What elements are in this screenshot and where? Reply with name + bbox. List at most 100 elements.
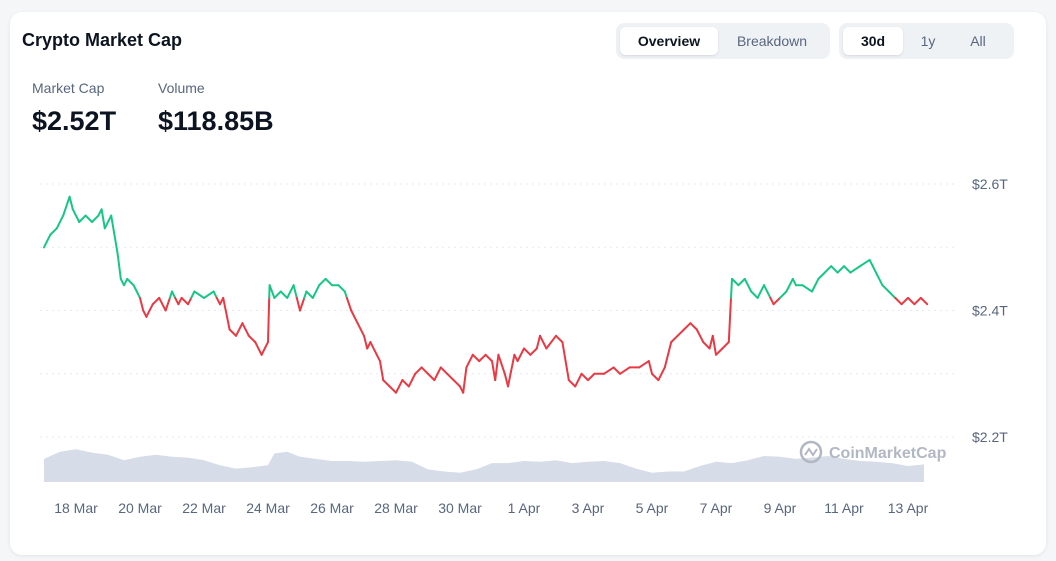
line-segment-up — [193, 290, 205, 299]
line-segment-down — [388, 385, 397, 394]
x-tick-label: 1 Apr — [508, 500, 541, 516]
line-segment-down — [689, 322, 698, 331]
line-segment-down — [529, 347, 538, 356]
line-segment-down — [187, 296, 193, 306]
tab-overview[interactable]: Overview — [620, 27, 718, 55]
range-1y[interactable]: 1y — [920, 33, 936, 49]
volume-label: Volume — [158, 80, 205, 96]
line-segment-up — [823, 265, 833, 274]
line-segment-down — [345, 296, 353, 312]
line-segment-down — [395, 379, 404, 394]
line-segment-down — [478, 353, 487, 363]
x-tick-label: 9 Apr — [764, 500, 797, 516]
line-segment-up — [212, 290, 218, 299]
line-segment-up — [55, 214, 65, 230]
line-segment-up — [43, 233, 52, 249]
line-segment-down — [228, 328, 237, 337]
line-segment-up — [811, 277, 820, 293]
line-segment-down — [235, 322, 244, 337]
line-segment-down — [363, 334, 369, 350]
card-title: Crypto Market Cap — [22, 30, 183, 50]
line-segment-down — [222, 296, 231, 331]
line-segment-up — [843, 265, 852, 274]
line-segment-up — [62, 195, 71, 217]
line-segment-down — [420, 366, 429, 375]
range-30d[interactable]: 30d — [843, 27, 903, 55]
line-segment-down — [900, 296, 909, 306]
x-tick-label: 5 Apr — [636, 500, 669, 516]
line-segment-down — [772, 296, 781, 306]
x-tick-label: 13 Apr — [888, 500, 929, 516]
line-segment-up — [830, 265, 839, 274]
line-segment-up — [785, 277, 794, 293]
line-segment-up — [730, 277, 733, 299]
line-segment-up — [305, 290, 314, 299]
line-segment-down — [555, 334, 564, 344]
tab-breakdown[interactable]: Breakdown — [736, 33, 808, 49]
line-segment-down — [651, 372, 660, 382]
range-all[interactable]: All — [970, 33, 986, 49]
line-segment-down — [494, 353, 500, 382]
line-segment-up — [875, 271, 884, 287]
x-tick-label: 28 Mar — [374, 500, 418, 516]
line-segment-down — [727, 296, 732, 344]
line-segment-down — [919, 296, 929, 306]
line-segment-up — [311, 284, 321, 299]
line-segment-down — [721, 341, 730, 350]
line-segment-down — [433, 366, 442, 382]
coinmarketcap-logo-icon — [799, 440, 823, 464]
line-segment-down — [913, 296, 922, 306]
line-segment-down — [446, 372, 455, 382]
x-axis: 18 Mar 20 Mar 22 Mar 24 Mar 26 Mar 28 Mar 30 M… — [54, 500, 928, 516]
line-segment-up — [132, 284, 138, 293]
line-segment-down — [670, 334, 679, 344]
line-segment-down — [462, 366, 468, 394]
line-segment-down — [295, 296, 301, 312]
line-segment-up — [750, 290, 759, 299]
x-tick-label: 18 Mar — [54, 500, 98, 516]
line-segment-down — [375, 353, 381, 363]
line-segment-up — [318, 277, 327, 287]
watermark-text: CoinMarketCap — [829, 445, 947, 462]
line-segment-up — [887, 290, 897, 299]
line-segment-down — [663, 341, 673, 369]
line-segment-up — [292, 284, 298, 299]
volume-fill — [44, 449, 924, 482]
line-segment-up — [737, 277, 746, 287]
line-segment-down — [612, 366, 621, 375]
line-segment-up — [103, 214, 113, 230]
line-segment-down — [567, 379, 577, 388]
line-segment-up — [273, 290, 282, 299]
line-segment-down — [247, 334, 257, 344]
line-segment-up — [859, 258, 871, 268]
line-segment-up — [71, 208, 81, 223]
line-segment-up — [171, 290, 177, 299]
line-segment-up — [49, 227, 58, 236]
line-segment-down — [539, 334, 548, 350]
line-segment-down — [158, 296, 167, 312]
line-segment-up — [871, 265, 877, 274]
line-segment-down — [564, 360, 570, 382]
line-segment-down — [177, 296, 183, 306]
line-segment-up — [135, 290, 141, 299]
line-segment-up — [91, 214, 100, 223]
line-segment-up — [123, 277, 129, 287]
watermark: CoinMarketCap — [799, 440, 947, 464]
line-segment-down — [379, 360, 385, 382]
x-tick-label: 7 Apr — [700, 500, 733, 516]
x-tick-label: 26 Mar — [310, 500, 354, 516]
x-tick-label: 30 Mar — [438, 500, 482, 516]
y-tick-label: $2.6T — [972, 176, 1008, 192]
line-segment-down — [535, 334, 541, 350]
line-segment-down — [151, 296, 161, 306]
x-tick-label: 3 Apr — [572, 500, 605, 516]
line-segment-down — [356, 322, 365, 337]
line-segment-down — [545, 334, 557, 350]
line-segment-down — [574, 372, 583, 388]
volume-area — [44, 449, 924, 482]
line-segment-up — [126, 277, 135, 287]
line-segment-down — [619, 366, 631, 375]
line-segment-up — [116, 252, 122, 280]
line-segment-down — [702, 341, 711, 350]
